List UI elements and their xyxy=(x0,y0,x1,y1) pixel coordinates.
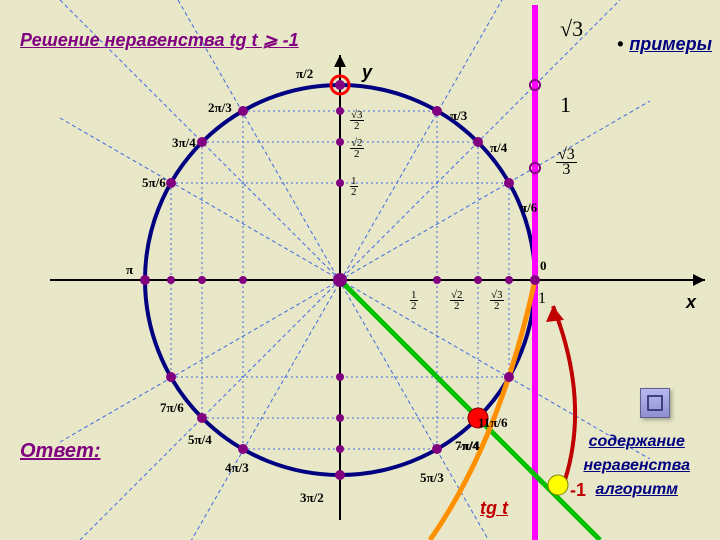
angle-label: 2π/3 xyxy=(208,100,232,116)
angle-label: π/2 xyxy=(296,66,313,82)
fraction-label: √32 xyxy=(490,290,504,312)
origin-zero-label: 0 xyxy=(540,258,547,274)
angle-label: 5π/4 xyxy=(188,432,212,448)
x-axis-label: x xyxy=(686,292,696,313)
angle-label: 5π/3 xyxy=(420,470,444,486)
angle-label: -π/4 xyxy=(458,438,480,454)
angle-label: 5π/6 xyxy=(142,175,166,191)
nav-links: содержание неравенства алгоритм xyxy=(583,430,690,502)
content-link[interactable]: содержание xyxy=(589,433,685,450)
tan-x-one: 1 xyxy=(538,290,546,308)
angle-label: 3π/2 xyxy=(300,490,324,506)
answer-label: Ответ: xyxy=(20,440,101,463)
tan-sqrt3: √3 xyxy=(560,16,583,42)
fraction-label: 12 xyxy=(410,290,418,312)
angle-label: π/6 xyxy=(520,200,537,216)
tan-sqrt3-over-3: √3 3 xyxy=(556,148,577,178)
fraction-label: √32 xyxy=(350,110,364,132)
angle-label: π/3 xyxy=(450,108,467,124)
minus-one-label: -1 xyxy=(570,480,586,501)
angle-label: π/4 xyxy=(490,140,507,156)
angle-label: 4π/3 xyxy=(225,460,249,476)
angle-label: π xyxy=(126,262,133,278)
examples-link[interactable]: примеры xyxy=(617,34,712,55)
angle-label: 3π/4 xyxy=(172,135,196,151)
inequalities-link[interactable]: неравенства xyxy=(583,457,690,474)
inequality-title: Решение неравенства tg t ⩾ -1 xyxy=(20,30,299,51)
tan-one: 1 xyxy=(560,92,571,118)
fraction-label: √22 xyxy=(350,138,364,160)
y-axis-label: y xyxy=(362,62,372,83)
algorithm-link[interactable]: алгоритм xyxy=(596,481,678,498)
fraction-label: √22 xyxy=(450,290,464,312)
fraction-label: 12 xyxy=(350,176,358,198)
angle-label: 7π/6 xyxy=(160,400,184,416)
tg-axis-label: tg t xyxy=(480,498,508,519)
angle-label: 11π/6 xyxy=(478,415,508,431)
home-button[interactable] xyxy=(640,388,670,418)
